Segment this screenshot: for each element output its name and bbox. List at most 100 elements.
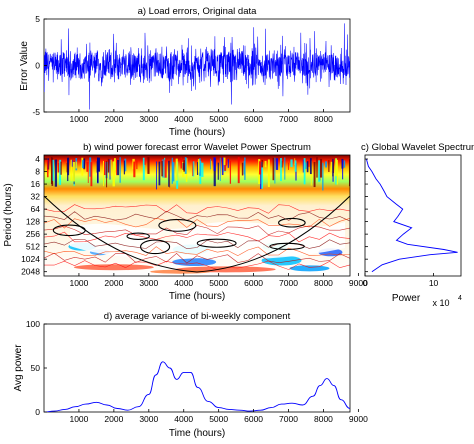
- panel-b-title: b) wind power forecast error Wavelet Pow…: [83, 142, 311, 153]
- panel-b-x-tick-label: 3000: [139, 278, 158, 288]
- high-frequency-stripe: [261, 161, 264, 189]
- panel-c-x-tick-label: 0: [363, 278, 368, 288]
- high-frequency-stripe: [50, 157, 53, 184]
- high-frequency-stripe: [144, 157, 146, 165]
- high-frequency-stripe: [328, 160, 330, 173]
- panel-b-x-tick-label: 5000: [209, 278, 228, 288]
- panel-b-y-tick-label: 512: [26, 242, 40, 252]
- panel-d-x-tick-label: 4000: [174, 414, 193, 424]
- panel-b-ylabel: Period (hours): [3, 183, 14, 246]
- panel-d-axes-box: [43, 323, 351, 413]
- high-frequency-stripe: [343, 160, 346, 168]
- panel-d-x-tick-label: 7000: [279, 414, 298, 424]
- high-frequency-stripe: [313, 161, 316, 188]
- panel-c-axes-box: [364, 154, 462, 277]
- panel-a-x-tick-label: 5000: [209, 114, 228, 124]
- high-frequency-stripe: [171, 157, 173, 184]
- high-frequency-stripe: [70, 159, 72, 182]
- high-frequency-stripe: [147, 157, 150, 174]
- high-frequency-stripe: [309, 158, 312, 175]
- panel-b-y-tick-label: 2048: [21, 267, 40, 277]
- panel-b-x-ticks: 1000 2000 3000 4000 5000 6000 7000 8000 9000: [69, 273, 368, 288]
- high-frequency-stripe: [275, 158, 279, 170]
- significance-contour: [269, 242, 305, 250]
- high-frequency-stripe: [221, 157, 224, 176]
- high-frequency-stripe: [169, 160, 171, 188]
- high-frequency-stripe: [117, 159, 120, 176]
- contour-line: [44, 225, 350, 236]
- panel-a-x-ticks: 1000 2000 3000 4000 5000 6000 7000 8000: [69, 109, 333, 124]
- panel-b-y-tick-label: 1024: [21, 254, 40, 264]
- panel-d-xlabel: Time (hours): [169, 428, 225, 439]
- high-frequency-stripe: [183, 160, 185, 172]
- panel-d: d) average variance of bi-weekly compone…: [13, 311, 368, 439]
- panel-d-y-ticks: 0 50 100: [26, 319, 47, 417]
- high-frequency-stripe: [164, 159, 167, 178]
- high-frequency-stripe: [60, 161, 62, 175]
- panel-a-x-tick-label: 3000: [139, 114, 158, 124]
- high-frequency-stripe: [52, 159, 55, 181]
- panel-a-ylabel: Error Value: [19, 41, 30, 91]
- high-frequency-stripe: [89, 157, 92, 177]
- panel-b-y-tick-label: 64: [31, 204, 41, 214]
- panel-a-y-tick-label: 5: [35, 14, 40, 24]
- avg-power-line: [44, 361, 350, 412]
- panel-b-xlabel: Time (hours): [169, 291, 225, 302]
- panel-b-x-tick-label: 6000: [244, 278, 263, 288]
- high-frequency-stripe: [261, 159, 263, 168]
- panel-d-x-tick-label: 8000: [314, 414, 333, 424]
- panel-a-x-tick-label: 7000: [279, 114, 298, 124]
- panel-a-y-tick-label: 0: [35, 61, 40, 71]
- panel-a-x-tick-label: 2000: [104, 114, 123, 124]
- panel-d-y-tick-label: 100: [26, 319, 40, 329]
- high-frequency-stripe: [180, 157, 182, 169]
- high-frequency-stripe: [47, 159, 49, 178]
- high-frequency-stripe: [284, 157, 286, 180]
- high-frequency-stripe: [348, 159, 350, 187]
- panel-b-y-tick-label: 128: [26, 217, 40, 227]
- high-frequency-stripe: [90, 162, 93, 187]
- panel-b-y-ticks: 4 8 16 32 64 128 256 512 1024 2048: [21, 154, 47, 277]
- high-frequency-stripe: [290, 159, 293, 168]
- high-frequency-stripe: [302, 159, 304, 173]
- panel-b-y-tick-label: 4: [35, 154, 40, 164]
- panel-a-x-tick-label: 4000: [174, 114, 193, 124]
- high-frequency-stripe: [161, 161, 163, 177]
- high-frequency-stripe: [124, 158, 127, 172]
- panel-b-x-tick-label: 2000: [104, 278, 123, 288]
- panel-d-x-tick-label: 2000: [104, 414, 123, 424]
- panel-b: b) wind power forecast error Wavelet Pow…: [3, 142, 368, 302]
- high-frequency-stripe: [54, 159, 58, 187]
- high-frequency-stripe: [294, 160, 297, 172]
- high-frequency-stripe: [224, 158, 227, 166]
- high-frequency-stripe: [82, 160, 84, 169]
- high-frequency-stripe: [103, 161, 106, 176]
- high-frequency-stripe: [318, 160, 321, 182]
- high-frequency-stripe: [158, 161, 161, 186]
- high-frequency-stripe: [112, 161, 115, 187]
- high-frequency-stripe: [280, 158, 282, 181]
- high-frequency-stripe: [75, 161, 77, 169]
- high-frequency-stripe: [184, 157, 187, 174]
- panel-b-x-tick-label: 8000: [314, 278, 333, 288]
- panel-d-x-tick-label: 3000: [139, 414, 158, 424]
- contour-line: [44, 204, 350, 214]
- panel-d-ylabel: Avg power: [13, 344, 24, 392]
- high-frequency-stripe: [241, 162, 244, 176]
- high-frequency-stripe: [272, 157, 275, 181]
- high-frequency-stripe: [210, 158, 212, 170]
- high-frequency-stripe: [136, 160, 138, 170]
- load-error-series: [44, 23, 350, 110]
- high-frequency-stripe: [172, 162, 175, 182]
- high-frequency-stripe: [243, 161, 245, 175]
- panel-b-x-tick-label: 7000: [279, 278, 298, 288]
- panel-b-axes-box: [43, 154, 351, 277]
- panel-d-y-tick-label: 0: [35, 407, 40, 417]
- panel-a-x-tick-label: 1000: [69, 114, 88, 124]
- contour-line: [44, 211, 350, 222]
- high-frequency-stripe: [260, 162, 262, 190]
- significance-contour: [196, 238, 237, 248]
- panel-a-series: [44, 23, 350, 110]
- panel-a-title: a) Load errors, Original data: [138, 6, 258, 17]
